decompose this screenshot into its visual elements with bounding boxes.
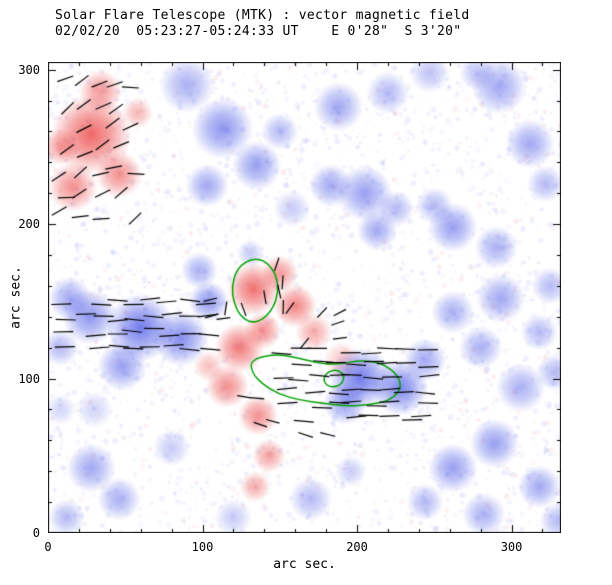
- x-tick-label: 300: [500, 540, 523, 554]
- plot-subtitle: 02/02/20 05:23:27-05:24:33 UT E 0'28" S …: [55, 24, 462, 39]
- y-tick-label: 300: [18, 62, 40, 77]
- x-tick-label: 100: [191, 540, 214, 554]
- y-tick-label: 0: [32, 526, 40, 540]
- y-tick-label: 200: [18, 217, 40, 232]
- x-axis-label: arc sec.: [273, 557, 336, 572]
- x-tick-label: 0: [44, 540, 52, 554]
- magnetogram-canvas: [48, 62, 561, 533]
- plot-title: Solar Flare Telescope (MTK) : vector mag…: [55, 8, 470, 23]
- y-tick-label: 100: [18, 371, 40, 386]
- y-axis-label: arc sec.: [8, 266, 24, 329]
- x-tick-label: 200: [346, 540, 368, 554]
